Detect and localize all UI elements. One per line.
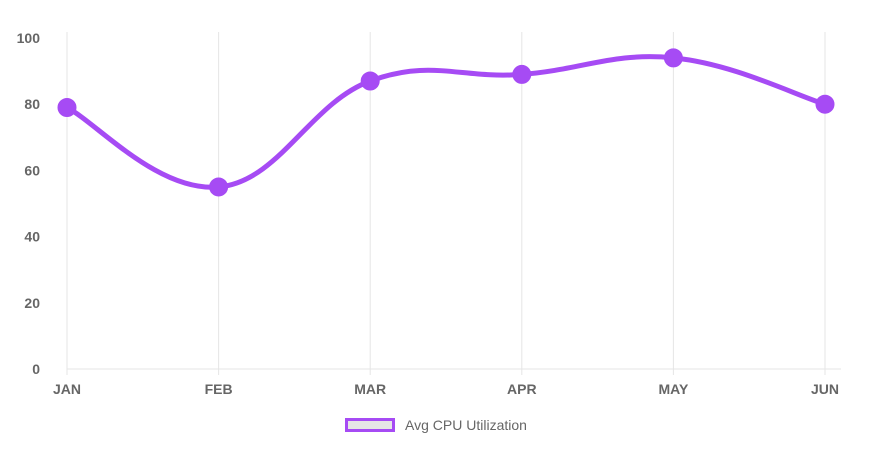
y-tick-60: 60	[24, 162, 40, 178]
legend[interactable]: Avg CPU Utilization	[0, 413, 872, 437]
series-line	[67, 57, 825, 188]
y-tick-0: 0	[32, 361, 40, 377]
x-tick-feb: FEB	[205, 381, 233, 397]
x-tick-apr: APR	[507, 381, 537, 397]
y-tick-100: 100	[17, 30, 41, 46]
data-point-jan	[58, 99, 76, 117]
x-tick-may: MAY	[658, 381, 688, 397]
legend-swatch	[345, 418, 395, 432]
data-point-mar	[361, 72, 379, 90]
x-tick-jan: JAN	[53, 381, 81, 397]
legend-label: Avg CPU Utilization	[405, 417, 527, 433]
data-point-feb	[210, 178, 228, 196]
y-tick-80: 80	[24, 96, 40, 112]
data-point-apr	[513, 65, 531, 83]
x-tick-mar: MAR	[354, 381, 386, 397]
data-point-may	[664, 49, 682, 67]
y-tick-40: 40	[24, 229, 40, 245]
y-tick-20: 20	[24, 295, 40, 311]
data-point-jun	[816, 95, 834, 113]
x-tick-jun: JUN	[811, 381, 839, 397]
